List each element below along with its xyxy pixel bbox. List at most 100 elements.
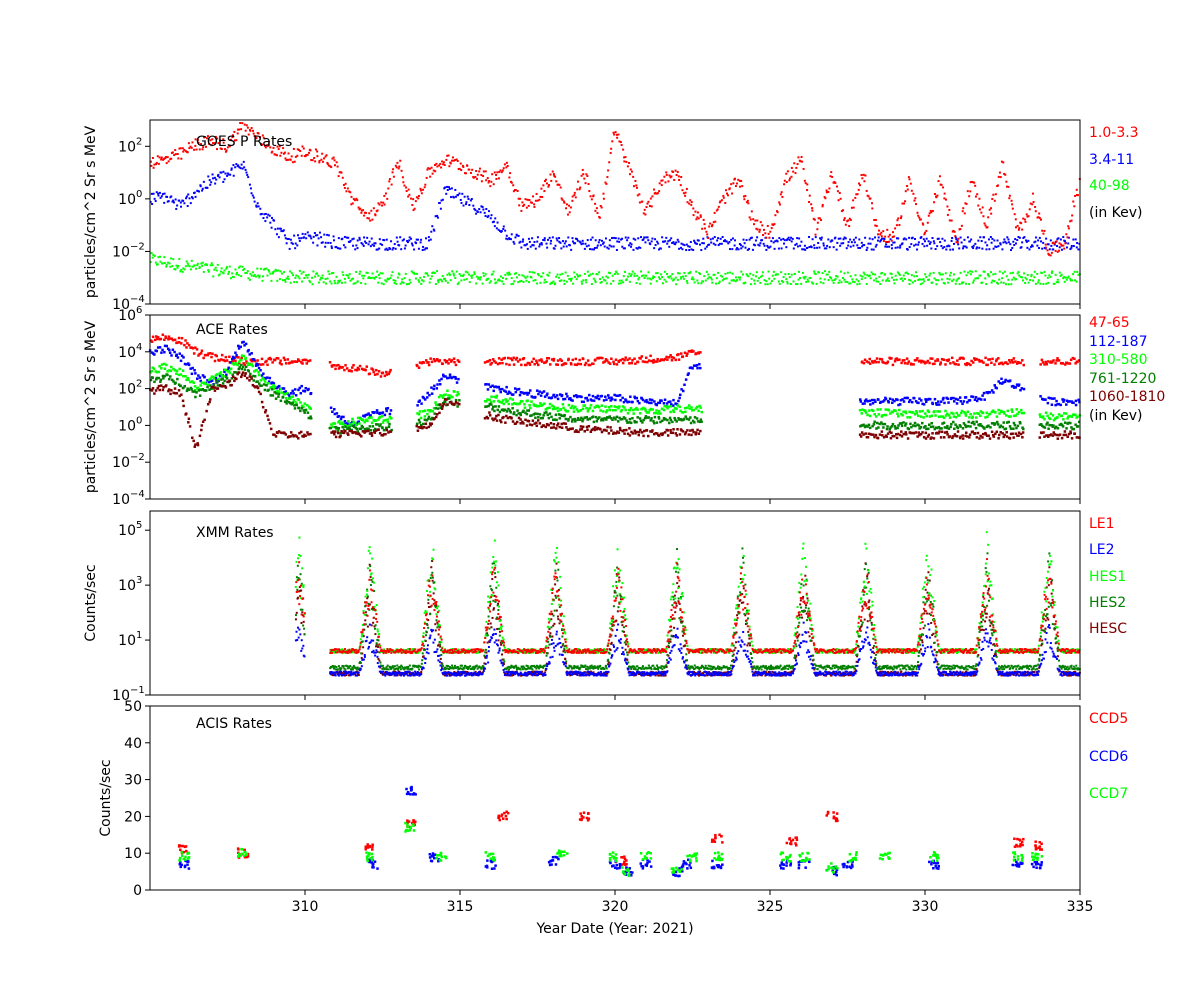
data-point bbox=[609, 399, 612, 402]
data-point bbox=[1000, 410, 1003, 414]
data-point bbox=[995, 415, 999, 418]
data-point bbox=[849, 245, 852, 248]
data-point bbox=[513, 272, 516, 275]
data-point bbox=[458, 272, 461, 275]
data-point bbox=[290, 155, 293, 158]
data-point bbox=[383, 374, 387, 378]
data-point bbox=[694, 364, 697, 368]
data-point bbox=[884, 245, 887, 248]
data-point bbox=[752, 243, 755, 246]
data-point bbox=[914, 203, 917, 206]
data-point bbox=[440, 377, 443, 381]
data-point bbox=[543, 239, 546, 242]
data-point bbox=[628, 272, 631, 275]
data-point bbox=[1014, 414, 1017, 417]
data-point bbox=[528, 199, 531, 202]
data-point bbox=[880, 237, 883, 240]
data-point bbox=[1042, 241, 1045, 244]
data-point bbox=[960, 409, 964, 413]
data-point bbox=[981, 281, 984, 284]
data-point bbox=[225, 373, 228, 377]
data-point bbox=[352, 282, 355, 285]
data-point bbox=[432, 228, 435, 231]
data-point bbox=[227, 366, 230, 370]
data-point bbox=[722, 240, 725, 243]
data-point bbox=[462, 273, 465, 276]
data-point bbox=[689, 199, 692, 202]
data-point bbox=[983, 222, 986, 225]
data-point bbox=[941, 247, 944, 250]
data-point bbox=[836, 190, 839, 193]
data-point bbox=[568, 277, 571, 280]
data-point bbox=[1041, 229, 1044, 232]
data-point bbox=[384, 192, 387, 195]
data-point bbox=[427, 236, 430, 239]
data-point bbox=[997, 175, 1000, 178]
data-point bbox=[1019, 275, 1022, 278]
data-point bbox=[886, 425, 889, 428]
data-point bbox=[865, 424, 868, 428]
data-point bbox=[588, 274, 591, 277]
data-point bbox=[506, 164, 509, 167]
data-point bbox=[615, 271, 618, 274]
data-point bbox=[680, 175, 683, 178]
data-point bbox=[184, 265, 187, 268]
data-point bbox=[672, 241, 675, 244]
data-point bbox=[562, 200, 565, 203]
data-point bbox=[417, 197, 420, 200]
data-point bbox=[337, 414, 341, 418]
data-point bbox=[681, 248, 684, 251]
data-point bbox=[284, 390, 288, 393]
data-point bbox=[227, 270, 230, 273]
data-point bbox=[712, 221, 715, 224]
data-point bbox=[249, 358, 253, 362]
data-point bbox=[800, 155, 803, 158]
data-point bbox=[894, 409, 897, 413]
data-point bbox=[541, 416, 544, 420]
data-point bbox=[848, 225, 851, 228]
data-point bbox=[330, 247, 333, 250]
data-point bbox=[231, 275, 234, 278]
data-point bbox=[921, 222, 924, 225]
data-point bbox=[669, 410, 672, 414]
data-point bbox=[894, 227, 897, 230]
data-point bbox=[1062, 398, 1066, 402]
data-point bbox=[178, 199, 181, 202]
data-point bbox=[717, 282, 720, 285]
data-point bbox=[903, 237, 906, 240]
data-point bbox=[951, 280, 954, 283]
data-point bbox=[675, 173, 678, 176]
data-point bbox=[287, 277, 290, 280]
data-point bbox=[381, 411, 385, 414]
data-point bbox=[375, 423, 378, 426]
data-point bbox=[497, 228, 500, 231]
data-point bbox=[893, 282, 896, 285]
data-point bbox=[873, 219, 876, 222]
data-point bbox=[1077, 194, 1080, 197]
data-point bbox=[1070, 219, 1073, 222]
data-point bbox=[368, 432, 372, 435]
data-point bbox=[1065, 278, 1068, 281]
data-point bbox=[524, 244, 527, 247]
data-point bbox=[207, 380, 211, 384]
data-point bbox=[698, 420, 702, 424]
data-point bbox=[836, 275, 839, 278]
data-point bbox=[522, 204, 525, 207]
data-point bbox=[965, 363, 968, 367]
data-point bbox=[302, 405, 305, 409]
data-point bbox=[180, 342, 183, 345]
data-point bbox=[245, 360, 248, 363]
data-point bbox=[543, 395, 547, 398]
ace-series-310-580 bbox=[149, 354, 1082, 431]
data-point bbox=[1001, 248, 1004, 251]
data-point bbox=[422, 425, 426, 429]
data-point bbox=[992, 410, 996, 414]
data-point bbox=[286, 158, 289, 161]
data-point bbox=[243, 344, 246, 347]
data-point bbox=[631, 416, 634, 420]
data-point bbox=[968, 416, 971, 419]
data-point bbox=[550, 239, 553, 242]
data-point bbox=[680, 418, 684, 422]
data-point bbox=[537, 416, 540, 419]
data-point bbox=[724, 239, 727, 242]
